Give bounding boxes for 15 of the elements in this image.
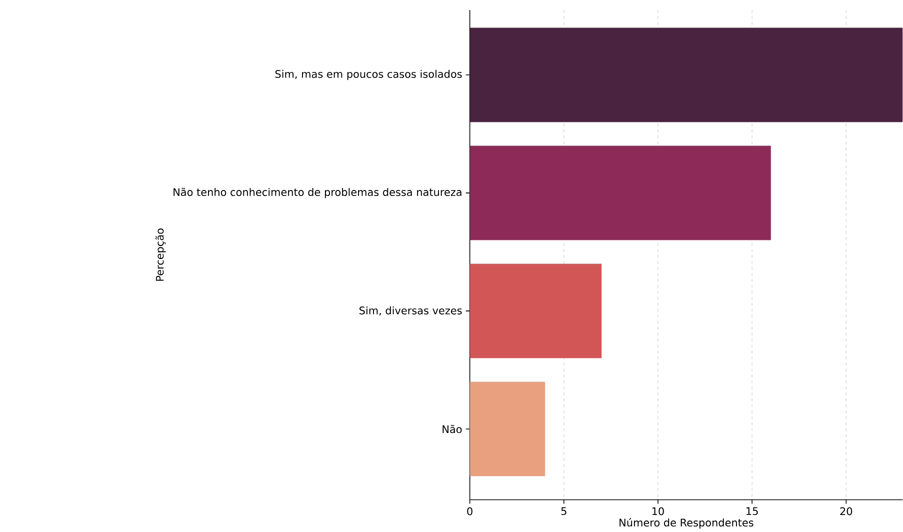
- x-tick-label: 0: [467, 507, 472, 516]
- x-tick-label: 10: [652, 507, 664, 516]
- y-tick-label: Sim, diversas vezes: [360, 306, 462, 316]
- bar: [470, 382, 546, 476]
- bar: [470, 264, 602, 358]
- bar: [470, 28, 903, 122]
- x-tick-label: 5: [561, 507, 566, 516]
- y-tick-label: Não: [442, 424, 462, 434]
- y-axis-title: Percepção: [155, 228, 166, 281]
- y-tick-label: Não tenho conhecimento de problemas dessa natureza: [174, 188, 462, 198]
- bar: [470, 146, 771, 240]
- y-tick-label: Sim, mas em poucos casos isolados: [275, 70, 462, 80]
- x-tick-label: 20: [840, 507, 852, 516]
- x-axis-title: Número de Respondentes: [620, 518, 754, 529]
- x-tick-label: 15: [746, 507, 758, 516]
